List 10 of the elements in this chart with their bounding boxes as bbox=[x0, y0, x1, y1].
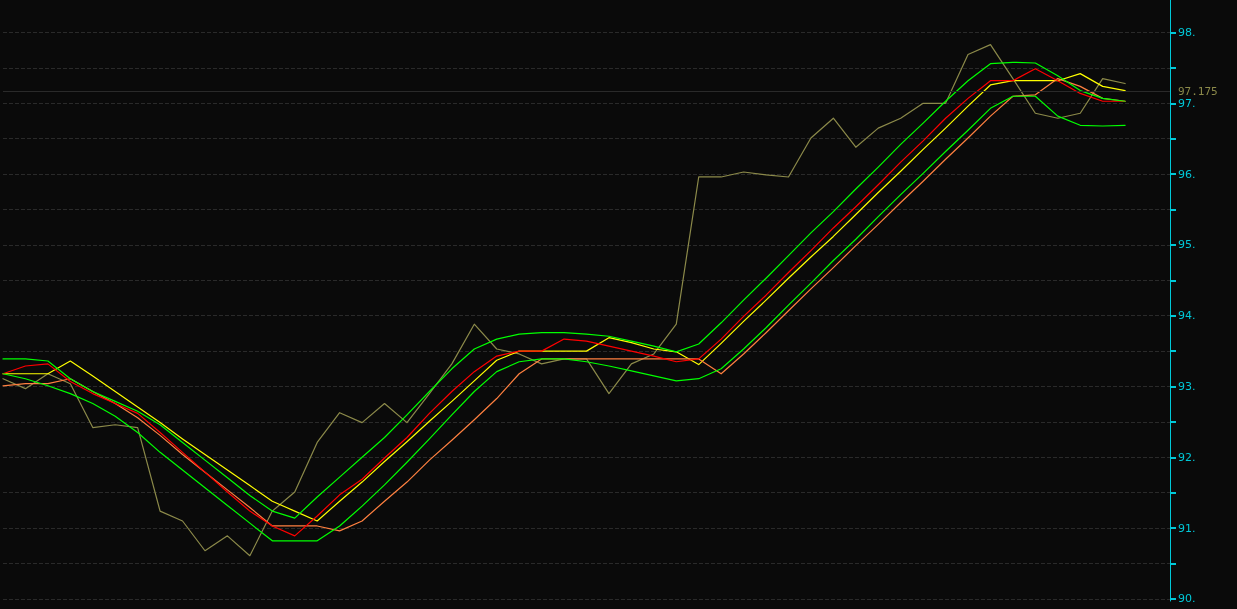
y-tick-label: 96. bbox=[1178, 167, 1196, 181]
y-tick-label: 95. bbox=[1178, 238, 1196, 252]
ref-line-label: 97.175 bbox=[1178, 84, 1218, 98]
y-tick-label: 97. bbox=[1178, 96, 1196, 110]
y-tick-label: 98. bbox=[1178, 26, 1196, 40]
y-tick-label: 94. bbox=[1178, 309, 1196, 323]
y-tick-label: 90. bbox=[1178, 592, 1196, 606]
y-tick-label: 92. bbox=[1178, 450, 1196, 464]
y-tick-label: 91. bbox=[1178, 521, 1196, 535]
y-tick-label: 93. bbox=[1178, 380, 1196, 394]
